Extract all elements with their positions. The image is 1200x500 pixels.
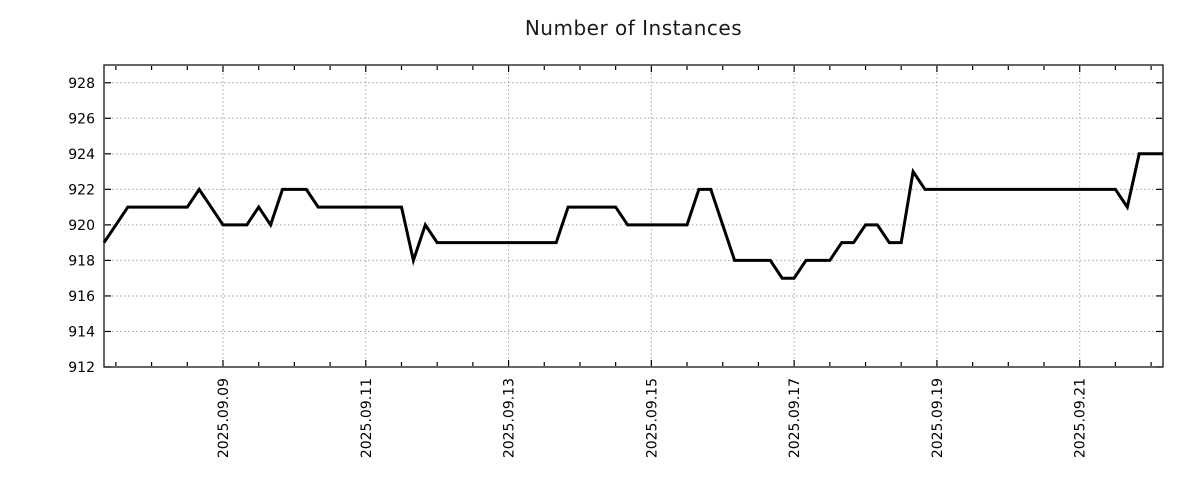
y-tick-label: 914: [68, 324, 95, 340]
x-tick-label: 2025.09.17: [787, 378, 803, 458]
y-tick-label: 924: [68, 147, 95, 163]
y-tick-label: 920: [68, 218, 95, 234]
y-tick-label: 912: [68, 360, 95, 376]
x-tick-label: 2025.09.19: [930, 378, 946, 458]
x-tick-label: 2025.09.15: [644, 378, 660, 458]
chart-title: Number of Instances: [524, 16, 743, 40]
y-tick-label: 922: [68, 182, 95, 198]
x-tick-label: 2025.09.13: [502, 378, 518, 458]
y-tick-label: 916: [68, 289, 95, 305]
y-tick-label: 926: [68, 111, 95, 127]
y-tick-label: 928: [68, 76, 95, 92]
x-tick-label: 2025.09.09: [216, 378, 232, 458]
x-tick-label: 2025.09.21: [1073, 378, 1089, 458]
x-tick-label: 2025.09.11: [359, 378, 375, 458]
plot-border: [103, 64, 1164, 368]
series-line: [102, 152, 1163, 280]
y-tick-label: 918: [68, 253, 95, 269]
